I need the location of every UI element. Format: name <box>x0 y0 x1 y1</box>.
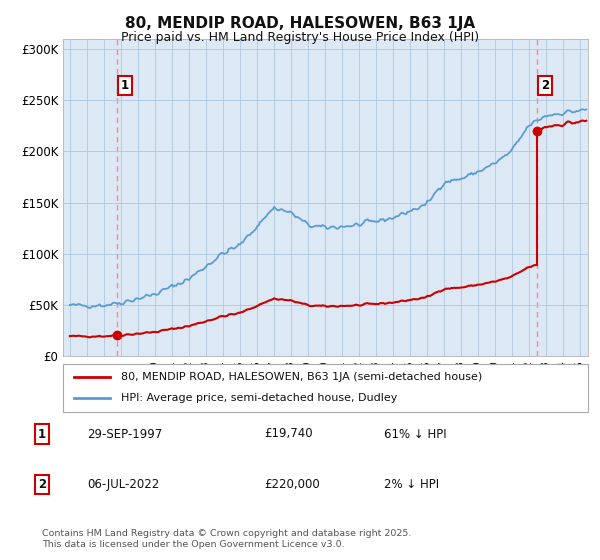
Text: 2% ↓ HPI: 2% ↓ HPI <box>384 478 439 491</box>
Text: 80, MENDIP ROAD, HALESOWEN, B63 1JA (semi-detached house): 80, MENDIP ROAD, HALESOWEN, B63 1JA (sem… <box>121 372 482 382</box>
Text: 06-JUL-2022: 06-JUL-2022 <box>87 478 159 491</box>
Text: 1: 1 <box>38 427 46 441</box>
Text: 2: 2 <box>38 478 46 491</box>
Text: 80, MENDIP ROAD, HALESOWEN, B63 1JA: 80, MENDIP ROAD, HALESOWEN, B63 1JA <box>125 16 475 31</box>
FancyBboxPatch shape <box>63 364 588 412</box>
Text: HPI: Average price, semi-detached house, Dudley: HPI: Average price, semi-detached house,… <box>121 393 397 403</box>
Text: Contains HM Land Registry data © Crown copyright and database right 2025.
This d: Contains HM Land Registry data © Crown c… <box>42 529 412 549</box>
Text: Price paid vs. HM Land Registry's House Price Index (HPI): Price paid vs. HM Land Registry's House … <box>121 31 479 44</box>
Text: £19,740: £19,740 <box>264 427 313 441</box>
Text: 2: 2 <box>541 78 550 92</box>
Text: £220,000: £220,000 <box>264 478 320 491</box>
Text: 61% ↓ HPI: 61% ↓ HPI <box>384 427 446 441</box>
Text: 29-SEP-1997: 29-SEP-1997 <box>87 427 162 441</box>
Text: 1: 1 <box>121 78 129 92</box>
